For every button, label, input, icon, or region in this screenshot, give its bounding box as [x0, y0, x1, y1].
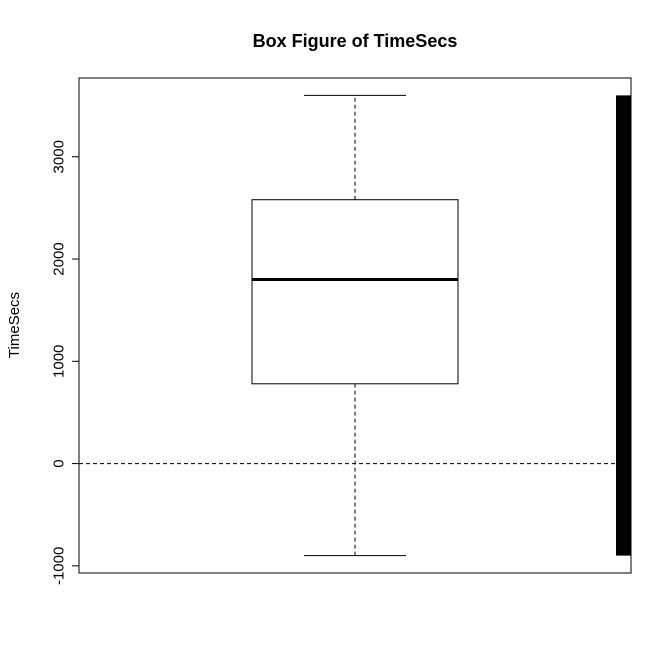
y-tick-label: 2000 — [50, 242, 67, 275]
side-bar — [616, 95, 631, 556]
box-iqr — [251, 199, 459, 385]
chart-title: Box Figure of TimeSecs — [253, 31, 458, 51]
y-axis-label: TimeSecs — [6, 292, 23, 358]
y-tick-label: 3000 — [50, 140, 67, 173]
y-tick-label: 1000 — [50, 345, 67, 378]
box-plot — [251, 94, 459, 557]
side-bar-group — [616, 95, 631, 556]
y-tick-label: 0 — [50, 459, 67, 467]
y-axis: -1000 0 1000 2000 3000 — [50, 140, 79, 585]
y-tick-label: -1000 — [50, 547, 67, 585]
